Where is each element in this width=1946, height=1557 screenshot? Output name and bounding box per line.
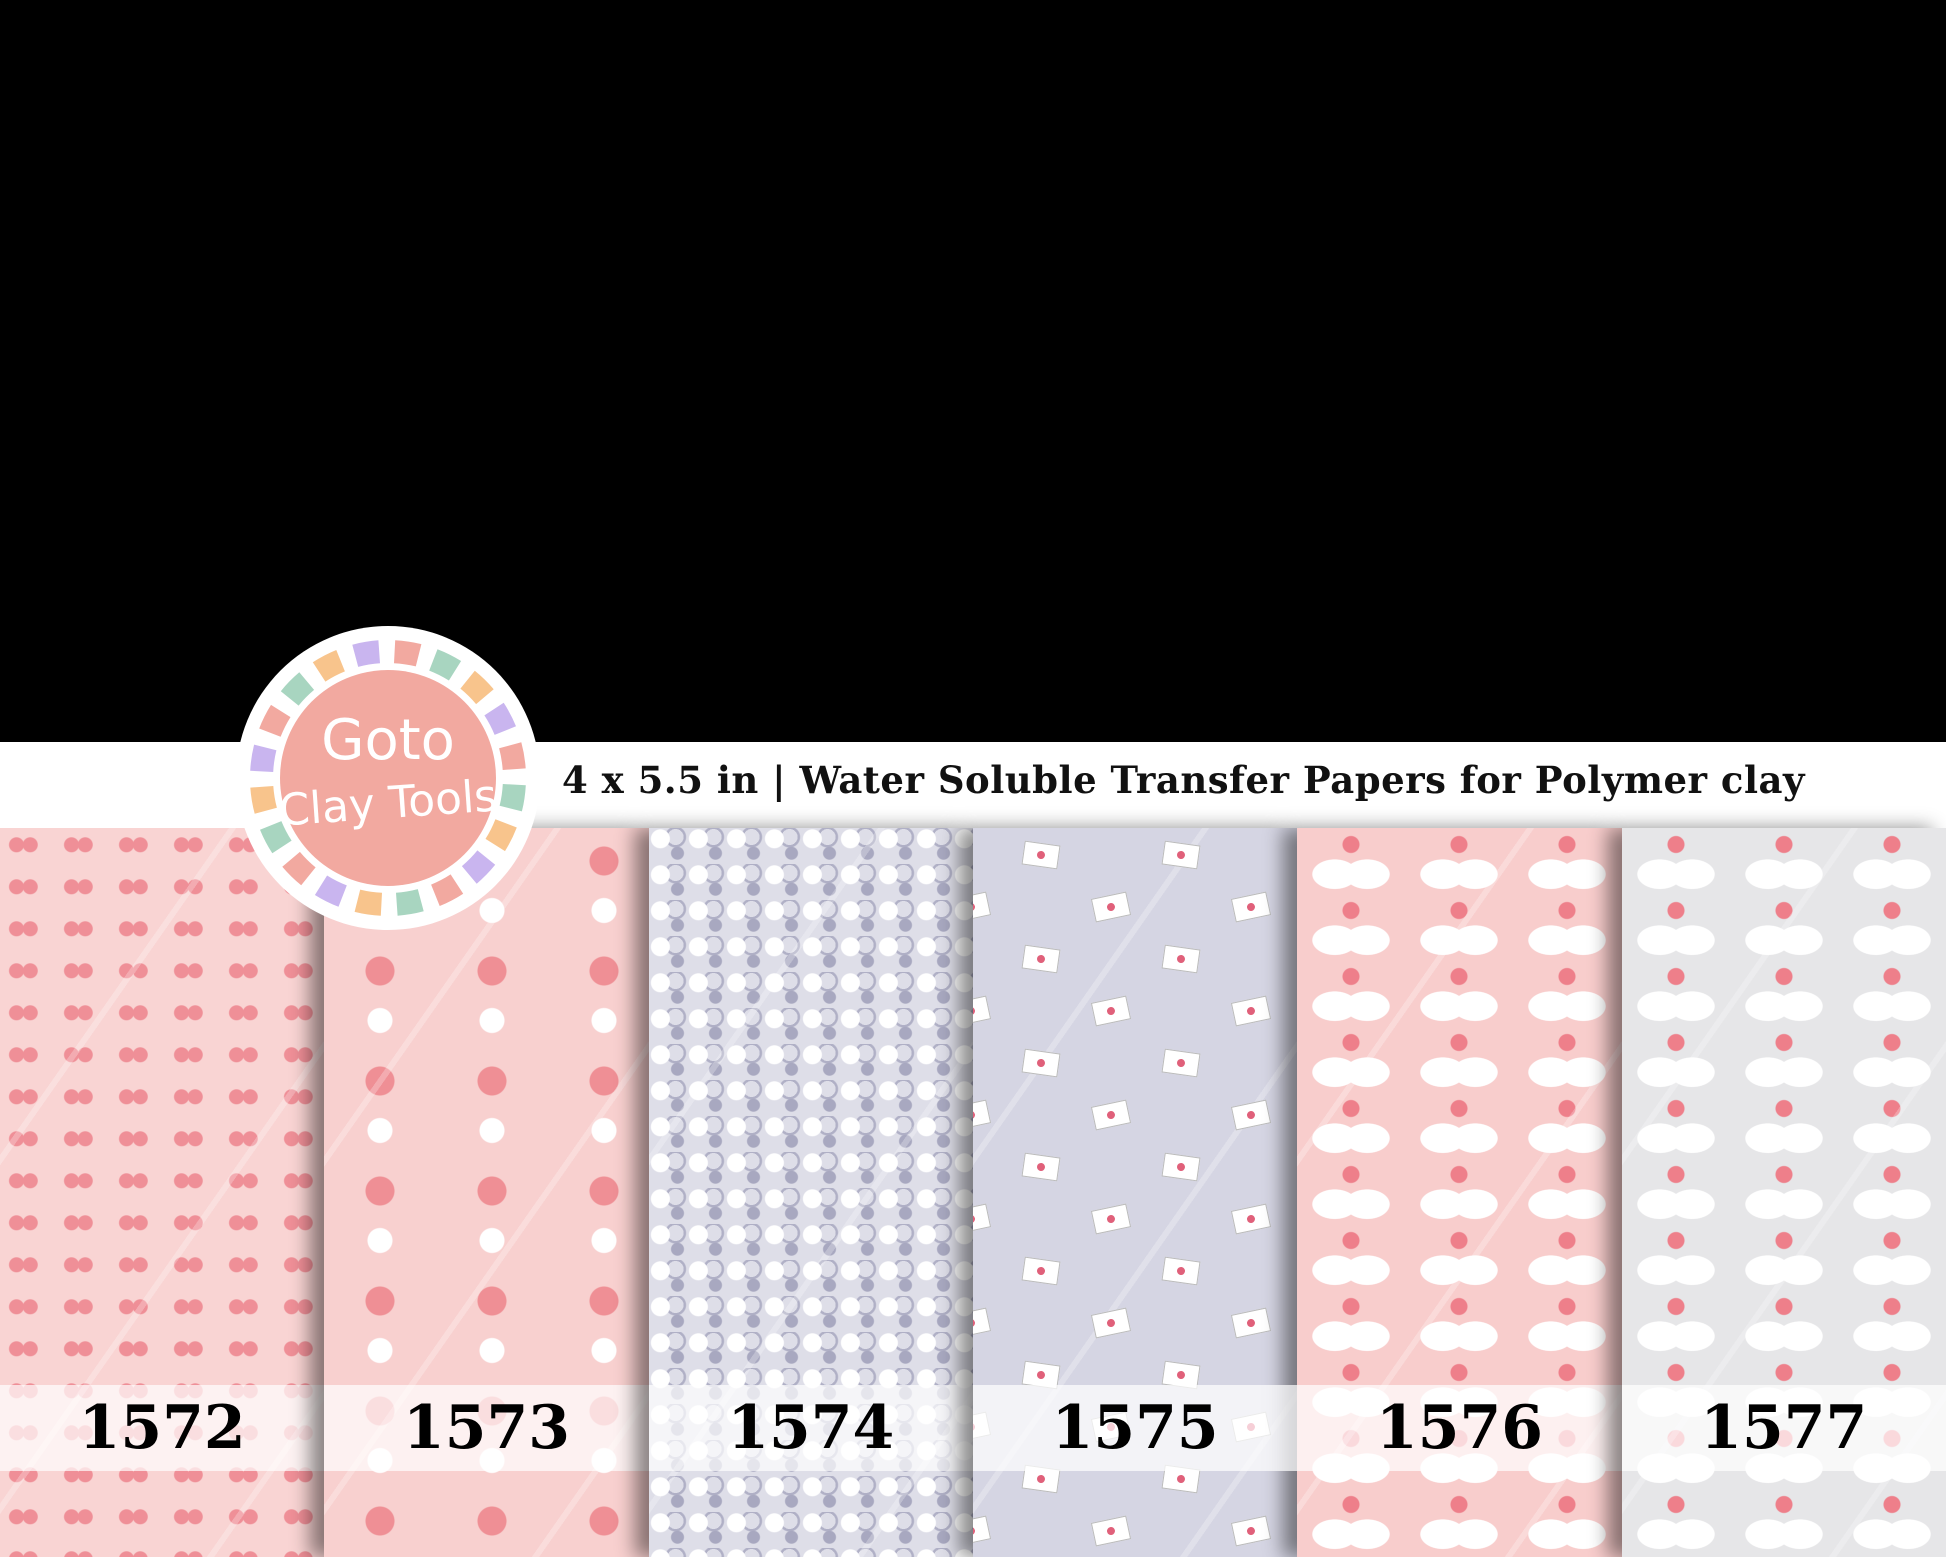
paper-number: 1576	[1375, 1393, 1543, 1463]
logo-inner-circle	[280, 670, 496, 886]
logo-ring-segment	[250, 786, 277, 814]
logo-ring-segment	[484, 702, 516, 735]
logo-ring-segment	[280, 672, 315, 706]
logo-ring-segment	[431, 874, 464, 906]
page-title: 4 x 5.5 in | Water Soluble Transfer Pape…	[562, 758, 1805, 802]
logo-ring-segment	[352, 640, 380, 667]
paper-sample-1572: 1572	[0, 828, 325, 1557]
logo-ring-segment	[394, 640, 422, 667]
label-band: 1573	[324, 1385, 649, 1471]
paper-sample-1574: 1574	[648, 828, 973, 1557]
paper-number: 1575	[1051, 1393, 1219, 1463]
envelope-icon	[1021, 1256, 1061, 1286]
logo-ring-segment	[354, 889, 382, 916]
label-band: 1576	[1297, 1385, 1622, 1471]
envelope-icon	[1161, 1152, 1201, 1182]
logo-ring-segment	[312, 650, 345, 682]
logo-text-goto: Goto	[321, 708, 455, 773]
label-band: 1574	[648, 1385, 973, 1471]
envelope-icon	[1161, 1256, 1201, 1286]
logo-ring-segment	[259, 704, 291, 737]
envelope-icon	[1021, 944, 1061, 974]
logo-ring-segment	[396, 889, 424, 916]
envelope-icon	[1161, 944, 1201, 974]
paper-sample-1573: 1573	[324, 828, 649, 1557]
paper-sample-1576: 1576	[1297, 828, 1622, 1557]
brand-logo: Goto Clay Tools	[236, 626, 540, 930]
logo-ring-segment	[260, 821, 292, 854]
label-band: 1577	[1621, 1385, 1946, 1471]
logo-ring-segment	[499, 784, 526, 812]
paper-number: 1572	[78, 1393, 246, 1463]
logo-ring-segment	[499, 742, 526, 770]
envelope-icon	[1021, 1048, 1061, 1078]
logo-ring-segment	[250, 744, 277, 772]
logo-ring-segment	[282, 851, 316, 886]
label-band: 1575	[972, 1385, 1298, 1471]
logo-ring-segment	[485, 819, 517, 852]
paper-number: 1573	[402, 1393, 570, 1463]
paper-number: 1574	[727, 1393, 895, 1463]
envelope-icon	[1161, 1048, 1201, 1078]
paper-sample-1575: 1575	[972, 828, 1298, 1557]
logo-ring-segment	[429, 649, 462, 681]
envelope-icon	[1021, 840, 1061, 870]
logo-ring-segment	[460, 670, 494, 705]
logo-ring-segment	[314, 875, 347, 907]
envelope-icon	[1021, 1152, 1061, 1182]
envelope-icon	[1161, 840, 1201, 870]
paper-number: 1577	[1700, 1393, 1868, 1463]
label-band: 1572	[0, 1385, 325, 1471]
logo-ring-icon	[250, 640, 526, 916]
paper-sample-1577: 1577	[1621, 828, 1946, 1557]
paper-samples: 1572 1573 1574 1575 1576 1577	[0, 828, 1946, 1557]
logo-ring-segment	[461, 850, 496, 884]
black-background	[0, 0, 1946, 742]
